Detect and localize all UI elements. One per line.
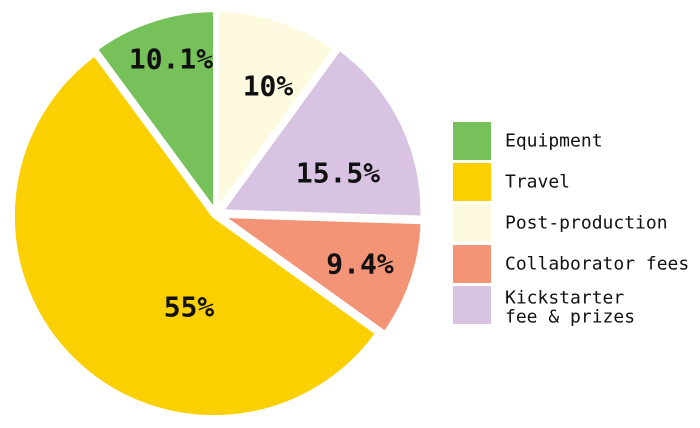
legend-label-post-production: Post-production	[505, 213, 668, 234]
pie-slice-post-production	[214, 8, 338, 214]
slice-label-travel: 55%	[164, 291, 215, 324]
slice-label-post-production: 10%	[243, 70, 294, 103]
pie-slices	[10, 8, 425, 420]
pie-slice-kickstarter-fee-prizes	[219, 46, 425, 220]
pie-slice-travel	[10, 52, 380, 420]
legend-swatch-travel	[453, 163, 491, 201]
pie-slice-collaborator-fees	[219, 213, 425, 336]
pie-slice-equipment	[93, 8, 218, 214]
slice-label-collaborator-fees: 9.4%	[326, 248, 394, 281]
slice-label-kickstarter-fee-prizes: 15.5%	[296, 157, 380, 190]
slice-label-equipment: 10.1%	[129, 43, 213, 76]
legend-swatch-kickstarter-fee-prizes	[453, 286, 491, 324]
legend-label-collaborator-fees: Collaborator fees	[505, 254, 689, 275]
legend-swatch-collaborator-fees	[453, 245, 491, 283]
legend: Equipment Travel Post-production Collaborat…	[453, 122, 689, 328]
legend-label-kickstarter-fee-prizes: Kickstarter fee & prizes	[505, 288, 635, 328]
pie-slice-labels: 10.1% 10% 15.5% 9.4% 55%	[129, 43, 394, 324]
legend-swatch-post-production	[453, 204, 491, 242]
legend-swatch-equipment	[453, 122, 491, 160]
legend-label-travel: Travel	[505, 172, 570, 193]
legend-label-equipment: Equipment	[505, 131, 603, 152]
